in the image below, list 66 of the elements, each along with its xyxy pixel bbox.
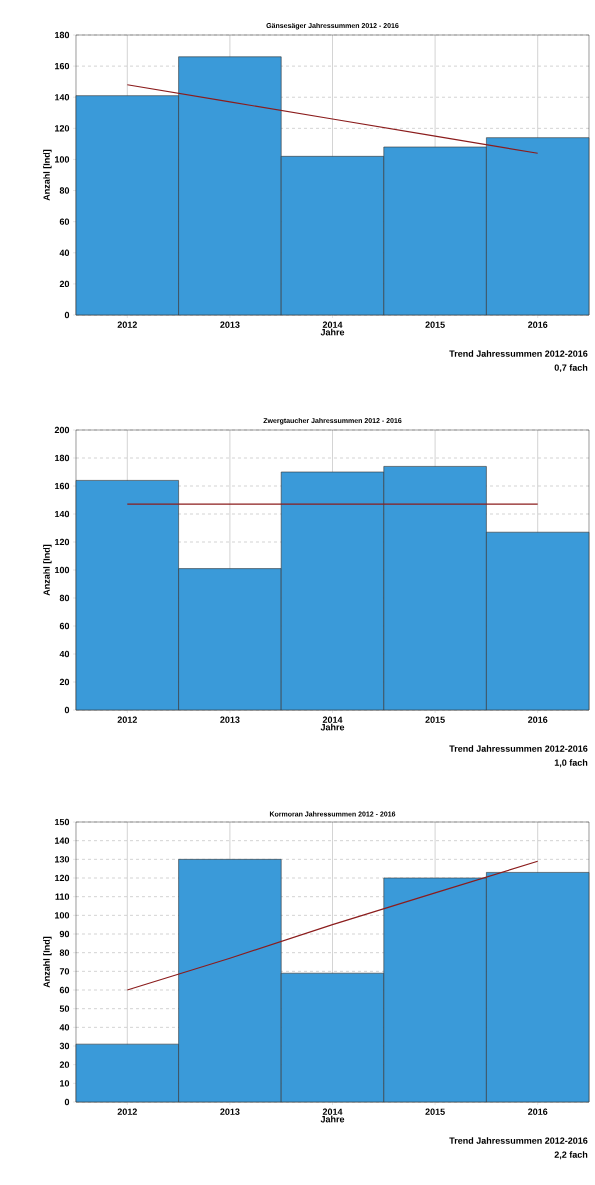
y-tick-label: 140 bbox=[55, 94, 70, 101]
text: Trend Jahressummen 2012-2016 bbox=[449, 350, 588, 357]
x-tick-label: 2016 bbox=[528, 1108, 548, 1115]
y-tick-label: 80 bbox=[59, 187, 70, 194]
text: 1,0 fach bbox=[554, 759, 588, 768]
y-tick-label: 40 bbox=[59, 1024, 70, 1031]
y-tick-label: 200 bbox=[54, 426, 70, 434]
x-tick-label: 2012 bbox=[117, 716, 137, 723]
y-tick-label: 0 bbox=[64, 311, 70, 319]
text: Trend Jahressummen 2012-2016 bbox=[449, 1137, 588, 1144]
x-tick-label: 2012 bbox=[117, 321, 137, 328]
y-tick-label: 60 bbox=[59, 218, 70, 225]
text: Trend Jahressummen 2012-2016 bbox=[449, 745, 588, 752]
x-tick-label: 2016 bbox=[528, 716, 548, 723]
x-axis-title: Jahre bbox=[320, 1115, 345, 1123]
y-tick-label: 20 bbox=[59, 1061, 70, 1068]
y-tick-label: 40 bbox=[59, 650, 70, 658]
x-tick-label: 2015 bbox=[425, 321, 445, 328]
y-tick-label: 140 bbox=[55, 837, 70, 844]
y-axis-title: Anzahl [Ind] bbox=[43, 544, 52, 596]
y-tick-label: 100 bbox=[55, 912, 70, 919]
y-axis-title: Anzahl [Ind] bbox=[43, 936, 52, 988]
y-tick-label: 40 bbox=[59, 249, 70, 256]
x-axis-title: Jahre bbox=[320, 328, 345, 336]
y-tick-label: 180 bbox=[55, 454, 70, 462]
y-tick-label: 70 bbox=[59, 968, 70, 975]
y-tick-label: 160 bbox=[55, 62, 70, 70]
x-tick-label: 2014 bbox=[322, 321, 343, 328]
y-tick-label: 20 bbox=[59, 280, 70, 288]
y-tick-label: 100 bbox=[55, 156, 70, 163]
y-tick-label: 90 bbox=[59, 930, 70, 938]
x-tick-label: 2013 bbox=[220, 321, 240, 328]
line-series bbox=[126, 84, 539, 154]
x-tick-label: 2013 bbox=[220, 1108, 240, 1115]
y-tick-label: 10 bbox=[60, 1080, 70, 1087]
x-tick-label: 2016 bbox=[528, 321, 548, 328]
y-tick-label: 120 bbox=[55, 125, 70, 132]
y-tick-label: 20 bbox=[59, 678, 70, 686]
y-tick-label: 60 bbox=[59, 622, 70, 630]
y-tick-label: 80 bbox=[59, 594, 70, 602]
x-tick-label: 2014 bbox=[322, 716, 343, 723]
y-tick-label: 160 bbox=[55, 482, 70, 490]
y-tick-label: 0 bbox=[64, 706, 70, 714]
y-tick-label: 0 bbox=[64, 1098, 70, 1106]
line-series bbox=[126, 860, 539, 991]
y-tick-label: 110 bbox=[55, 893, 70, 900]
y-tick-label: 50 bbox=[59, 1005, 70, 1012]
x-tick-label: 2015 bbox=[425, 1108, 445, 1115]
y-tick-label: 180 bbox=[55, 31, 70, 39]
x-axis-title: Jahre bbox=[320, 723, 345, 731]
x-tick-label: 2015 bbox=[425, 716, 445, 723]
text: 2,2 fach bbox=[554, 1151, 588, 1160]
x-tick-label: 2013 bbox=[220, 716, 240, 723]
y-axis-title: Anzahl [Ind] bbox=[43, 149, 52, 201]
text: 0,7 fach bbox=[554, 364, 588, 373]
x-tick-label: 2014 bbox=[322, 1108, 343, 1115]
y-tick-label: 80 bbox=[59, 949, 70, 956]
y-tick-label: 60 bbox=[59, 986, 70, 994]
y-tick-label: 120 bbox=[55, 874, 70, 882]
y-tick-label: 30 bbox=[59, 1042, 70, 1050]
y-tick-label: 140 bbox=[55, 510, 70, 518]
x-tick-label: 2012 bbox=[117, 1108, 137, 1115]
y-tick-label: 120 bbox=[55, 538, 70, 546]
y-tick-label: 100 bbox=[55, 566, 70, 574]
y-tick-label: 130 bbox=[55, 856, 70, 863]
y-tick-label: 150 bbox=[55, 818, 70, 826]
